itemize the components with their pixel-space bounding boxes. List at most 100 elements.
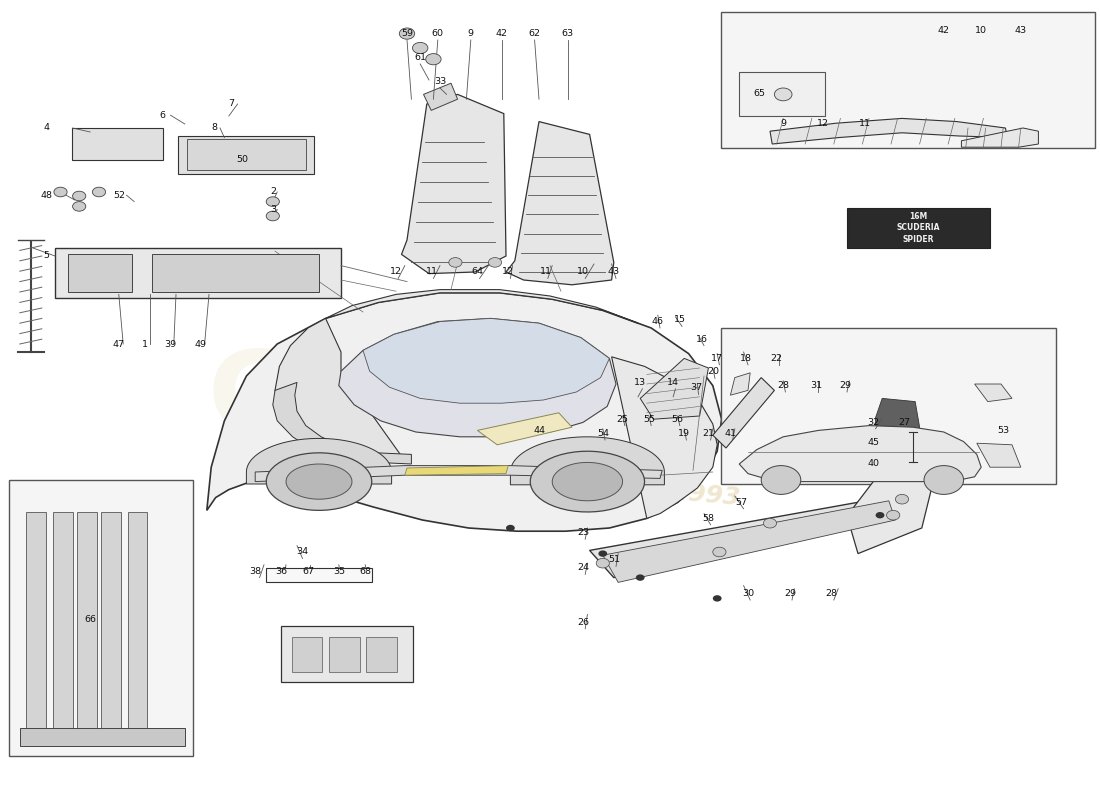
Text: 20: 20: [707, 367, 718, 377]
Circle shape: [92, 187, 106, 197]
Circle shape: [506, 525, 515, 531]
Polygon shape: [477, 413, 572, 445]
Circle shape: [895, 494, 909, 504]
Text: 66: 66: [85, 614, 96, 624]
Text: 13: 13: [634, 378, 647, 387]
Text: 59: 59: [402, 29, 412, 38]
Circle shape: [54, 187, 67, 197]
Text: 26: 26: [578, 618, 588, 627]
Polygon shape: [603, 501, 895, 582]
Circle shape: [598, 550, 607, 557]
Text: 63: 63: [561, 29, 574, 38]
Bar: [9, 480, 192, 756]
Text: 41: 41: [725, 429, 736, 438]
Polygon shape: [53, 512, 73, 732]
Text: 54: 54: [597, 429, 608, 438]
Text: 19: 19: [679, 429, 690, 438]
Circle shape: [876, 512, 884, 518]
Circle shape: [761, 466, 801, 494]
Text: 11: 11: [859, 119, 870, 129]
Text: 33: 33: [433, 77, 447, 86]
Polygon shape: [739, 426, 981, 482]
Polygon shape: [26, 512, 46, 732]
Text: 38: 38: [249, 566, 262, 576]
Circle shape: [774, 88, 792, 101]
Text: 44: 44: [534, 426, 544, 435]
Text: 50: 50: [236, 155, 248, 165]
Polygon shape: [152, 254, 319, 292]
Text: 12: 12: [390, 267, 402, 277]
Text: a passion for parts since 1993: a passion for parts since 1993: [315, 450, 741, 510]
Text: 22: 22: [771, 354, 782, 363]
Text: 49: 49: [195, 339, 206, 349]
Bar: [292, 637, 322, 672]
Bar: [280, 626, 412, 682]
Polygon shape: [424, 83, 458, 110]
Text: 14: 14: [668, 378, 679, 387]
Circle shape: [887, 510, 900, 520]
Text: 35: 35: [332, 566, 345, 576]
Text: 58: 58: [703, 514, 714, 523]
Text: 30: 30: [741, 589, 755, 598]
Polygon shape: [510, 437, 664, 485]
Polygon shape: [101, 512, 121, 732]
Text: 17: 17: [712, 354, 723, 363]
Text: 2: 2: [270, 187, 276, 197]
Text: 57: 57: [736, 498, 747, 507]
Text: 15: 15: [674, 315, 685, 325]
Text: 5: 5: [43, 251, 50, 261]
Bar: [720, 12, 1094, 148]
Text: 9: 9: [468, 29, 474, 38]
Text: 16M
SCUDERIA
SPIDER: 16M SCUDERIA SPIDER: [896, 212, 940, 243]
Text: 10: 10: [578, 267, 588, 277]
Text: 23: 23: [576, 528, 590, 538]
Text: 36: 36: [275, 566, 288, 576]
Polygon shape: [273, 382, 411, 464]
Polygon shape: [275, 318, 405, 461]
Polygon shape: [55, 248, 341, 298]
Text: 4: 4: [43, 123, 50, 133]
Polygon shape: [713, 378, 774, 448]
Text: 12: 12: [503, 267, 514, 277]
Polygon shape: [339, 318, 616, 437]
Text: 34: 34: [296, 547, 309, 557]
Polygon shape: [612, 357, 717, 518]
Text: 42: 42: [938, 26, 949, 35]
Circle shape: [426, 54, 441, 65]
Text: 52: 52: [113, 191, 124, 201]
Text: 25: 25: [617, 414, 628, 424]
Polygon shape: [266, 453, 372, 510]
Text: 37: 37: [690, 383, 703, 393]
Circle shape: [266, 197, 279, 206]
Circle shape: [449, 258, 462, 267]
Text: 10: 10: [976, 26, 987, 35]
Text: 64: 64: [472, 267, 483, 277]
Polygon shape: [530, 451, 645, 512]
Polygon shape: [286, 464, 352, 499]
Text: 48: 48: [41, 191, 52, 201]
Polygon shape: [730, 373, 750, 395]
Bar: [266, 568, 372, 582]
Text: 29: 29: [839, 381, 850, 390]
Text: 16: 16: [696, 334, 707, 344]
Circle shape: [488, 258, 502, 267]
Circle shape: [266, 211, 279, 221]
Circle shape: [399, 28, 415, 39]
Circle shape: [924, 466, 964, 494]
Text: GTS: GTS: [208, 346, 452, 454]
Text: 7: 7: [228, 99, 234, 109]
Text: 67: 67: [302, 566, 313, 576]
Polygon shape: [506, 122, 614, 285]
Polygon shape: [977, 443, 1021, 467]
Text: 6: 6: [160, 111, 166, 121]
Text: 61: 61: [415, 53, 426, 62]
Text: 62: 62: [529, 29, 540, 38]
Circle shape: [73, 191, 86, 201]
Text: 55: 55: [644, 414, 654, 424]
Text: 11: 11: [540, 267, 551, 277]
Text: 28: 28: [778, 381, 789, 390]
Text: 18: 18: [740, 354, 751, 363]
Text: 53: 53: [997, 426, 1010, 435]
Text: 46: 46: [652, 317, 663, 326]
Circle shape: [412, 42, 428, 54]
